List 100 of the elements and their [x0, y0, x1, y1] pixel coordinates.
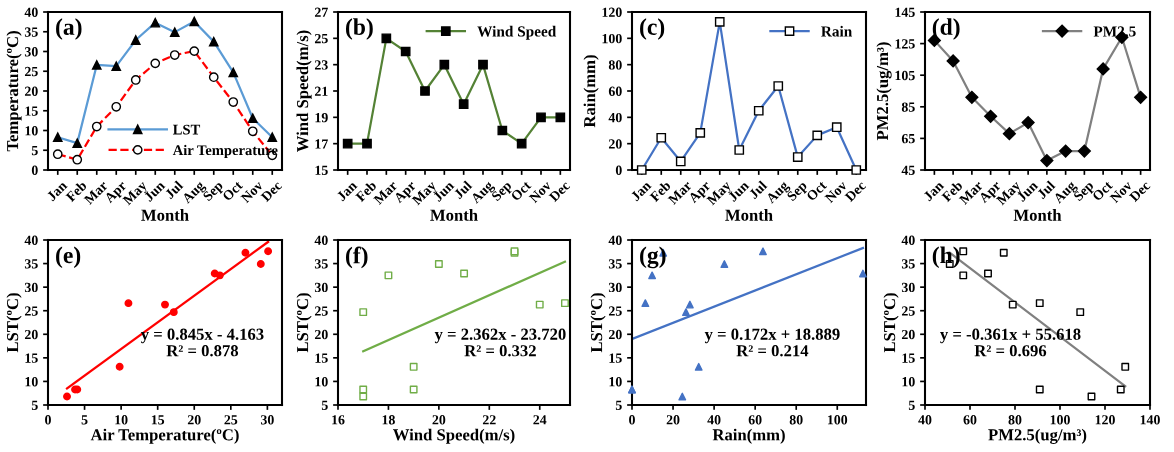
x-axis-title: Air Temperature(ºC): [90, 428, 239, 444]
y-tick-label: 85: [901, 102, 915, 112]
x-tick-label: 16: [332, 415, 345, 425]
y-tick-label: 25: [24, 66, 38, 77]
y-tick-label: 0: [615, 165, 622, 175]
x-tick-label: 15: [151, 415, 165, 425]
annotation: y = 0.172x + 18.889: [704, 328, 840, 344]
y-tick-label: 25: [314, 33, 328, 44]
legend-label: Rain: [821, 25, 853, 37]
annotation: y = 0.845x - 4.163: [140, 328, 264, 344]
x-tick-label: 40: [918, 415, 932, 425]
x-tick-label: 140: [1140, 415, 1160, 425]
y-tick-label: 30: [901, 282, 915, 293]
y-tick-label: 15: [315, 165, 328, 175]
y-tick-label: 17: [315, 139, 328, 149]
x-tick-label: 0: [45, 415, 51, 425]
annotation: (e): [56, 246, 81, 269]
annotation: (g): [640, 246, 666, 269]
x-tick-label: 100: [1050, 415, 1070, 425]
y-axis-title: PM2.5(ug/m³): [876, 42, 892, 141]
y-axis-title: LST(ºC): [883, 293, 899, 353]
y-tick-label: 40: [24, 235, 38, 245]
y-tick-label: 15: [25, 353, 38, 363]
x-tick-label: 30: [260, 415, 274, 425]
y-tick-label: 35: [608, 259, 622, 269]
y-tick-label: 100: [602, 33, 622, 44]
y-axis-title: LST(ºC): [6, 293, 22, 353]
y-tick-label: 5: [31, 145, 38, 156]
y-tick-label: 35: [24, 259, 38, 269]
x-tick-label: 10: [115, 415, 128, 425]
legend-label: Wind Speed: [477, 25, 557, 40]
annotation: (b): [346, 18, 373, 40]
x-tick-label: Dec: [548, 180, 571, 203]
x-tick-label: Jul: [164, 179, 184, 200]
annotation: (a): [56, 18, 82, 40]
x-tick-label: 40: [707, 415, 721, 425]
annotation: R² = 0.696: [974, 345, 1047, 357]
y-tick-label: 10: [315, 377, 328, 387]
annotation: (c): [640, 18, 665, 40]
x-tick-label: Dec: [844, 180, 867, 203]
y-tick-label: 27: [314, 7, 328, 17]
x-axis-title: Month: [141, 209, 189, 221]
y-tick-label: 15: [315, 353, 328, 363]
y-axis-title: Rain(mm): [583, 55, 599, 128]
y-tick-label: 65: [901, 134, 915, 144]
annotation: (d): [932, 18, 960, 40]
y-tick-label: 40: [314, 235, 328, 245]
y-tick-label: 30: [24, 282, 38, 293]
x-tick-label: 20: [187, 415, 201, 425]
y-tick-label: 60: [608, 86, 622, 96]
annotation: y = -0.361x + 55.618: [940, 328, 1081, 344]
y-tick-label: 20: [314, 329, 328, 340]
y-tick-label: 30: [608, 282, 622, 293]
y-tick-label: 30: [314, 282, 328, 293]
y-tick-label: 0: [31, 165, 38, 175]
annotation: (h): [932, 246, 960, 269]
y-tick-label: 19: [315, 112, 328, 123]
y-tick-label: 25: [314, 306, 328, 316]
y-axis-title: Wind Speed(m/s): [296, 30, 312, 152]
y-tick-label: 35: [314, 259, 328, 269]
y-tick-label: 40: [901, 235, 915, 245]
y-tick-label: 15: [609, 353, 622, 363]
y-axis-title: LST(ºC): [590, 293, 606, 353]
x-tick-label: 18: [382, 415, 395, 425]
x-tick-label: 20: [666, 415, 680, 425]
y-tick-label: 40: [24, 7, 38, 17]
x-tick-label: Jul: [748, 179, 768, 200]
x-tick-label: 22: [482, 415, 496, 425]
x-axis-title: Month: [430, 209, 478, 221]
y-tick-label: 5: [31, 400, 38, 410]
x-axis-title: Month: [725, 209, 773, 221]
x-tick-label: 100: [827, 415, 848, 425]
y-tick-label: 105: [895, 70, 915, 81]
y-tick-label: 35: [24, 27, 38, 37]
x-axis-title: Rain(mm): [712, 428, 785, 444]
y-tick-label: 145: [895, 7, 915, 17]
y-tick-label: 23: [314, 60, 328, 70]
y-tick-label: 80: [608, 60, 622, 70]
x-tick-label: 120: [1095, 415, 1115, 425]
x-axis-title: PM2.5(ug/m³): [988, 428, 1087, 444]
y-tick-label: 10: [902, 377, 915, 387]
y-tick-label: 20: [608, 329, 622, 340]
annotation: (f): [346, 246, 368, 269]
x-tick-label: 80: [789, 415, 803, 425]
y-tick-label: 5: [908, 400, 915, 410]
x-tick-label: 24: [533, 415, 547, 425]
x-tick-label: 25: [224, 415, 238, 425]
y-tick-label: 21: [314, 86, 328, 96]
x-tick-label: 60: [963, 415, 977, 425]
x-tick-label: 20: [432, 415, 446, 425]
y-tick-label: 25: [24, 306, 38, 316]
x-tick-label: Dec: [260, 180, 283, 203]
y-tick-label: 25: [901, 306, 915, 316]
x-tick-label: 5: [81, 415, 88, 425]
y-axis-title: Temperature(ºC): [6, 31, 22, 152]
y-tick-label: 45: [901, 165, 915, 175]
y-axis-title: LST(ºC): [296, 293, 312, 353]
x-tick-label: 80: [1008, 415, 1022, 425]
y-tick-label: 125: [895, 39, 915, 49]
y-tick-label: 10: [25, 126, 38, 136]
